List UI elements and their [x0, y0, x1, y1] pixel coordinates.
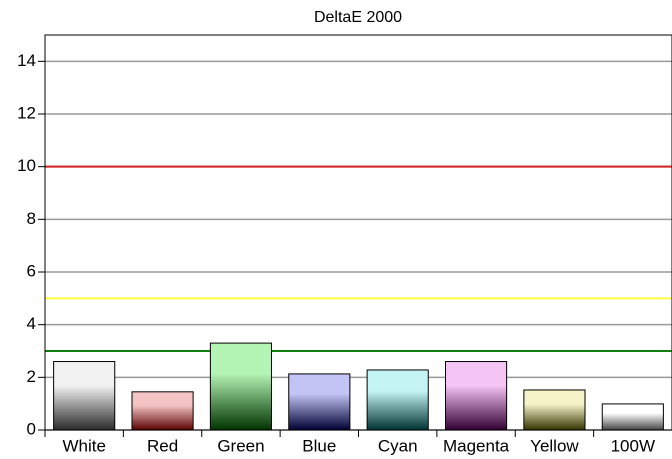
y-tick-label: 0 [27, 419, 36, 438]
y-tick-label: 2 [27, 367, 36, 386]
bar [601, 403, 664, 431]
x-tick-label: Green [217, 436, 264, 455]
bar [444, 361, 508, 431]
x-tick-label: Cyan [378, 436, 418, 455]
x-tick-label: Blue [302, 436, 336, 455]
x-tick-label: 100W [611, 436, 655, 455]
x-tick-label: Magenta [443, 436, 510, 455]
y-tick-label: 14 [17, 51, 36, 70]
bar [366, 369, 429, 431]
chart-title: DeltaE 2000 [314, 9, 402, 26]
y-tick-label: 8 [27, 209, 36, 228]
y-tick-label: 12 [17, 103, 36, 122]
y-tick-label: 6 [27, 261, 36, 280]
x-tick-label: White [62, 436, 105, 455]
x-tick-label: Red [147, 436, 178, 455]
bar [131, 391, 194, 431]
bar [288, 373, 351, 431]
bar [523, 389, 586, 431]
bar [53, 361, 116, 431]
bar [209, 342, 273, 431]
plot-frame [44, 34, 672, 431]
y-tick-label: 10 [17, 156, 36, 175]
x-tick-label: Yellow [530, 436, 579, 455]
y-tick-label: 4 [27, 314, 36, 333]
